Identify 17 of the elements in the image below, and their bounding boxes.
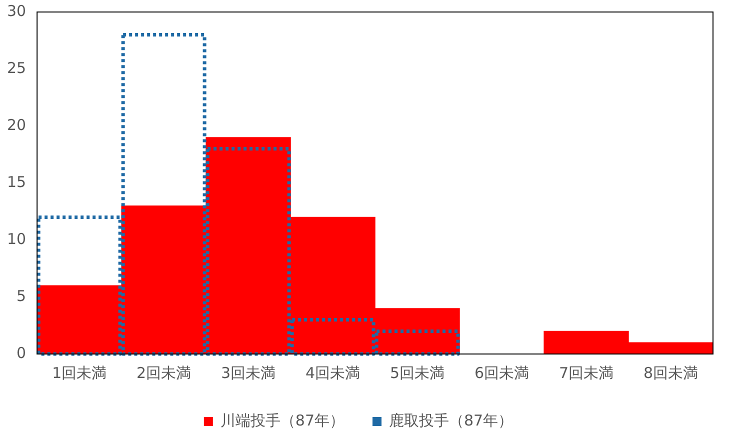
x-tick-label: 2回未満 [136,364,192,382]
x-tick-label: 4回未満 [306,364,360,382]
x-tick-label: 3回未満 [221,364,276,382]
x-tick-label: 7回未満 [558,364,614,382]
y-tick-label: 10 [6,230,26,248]
y-tick-label: 20 [6,116,26,134]
x-tick-label: 5回未満 [390,364,445,382]
y-tick-label: 0 [16,344,26,362]
x-tick-label: 1回未満 [52,364,107,382]
y-tick-label: 15 [6,172,26,191]
y-tick-label: 30 [6,2,26,20]
x-tick-label: 8回未満 [643,364,698,382]
legend-label: 川端投手（87年） [220,411,345,430]
x-tick-label: 6回未満 [474,364,530,382]
y-tick-label: 5 [16,286,26,305]
y-tick-label: 25 [6,58,26,77]
legend-label: 鹿取投手（87年） [389,411,514,430]
